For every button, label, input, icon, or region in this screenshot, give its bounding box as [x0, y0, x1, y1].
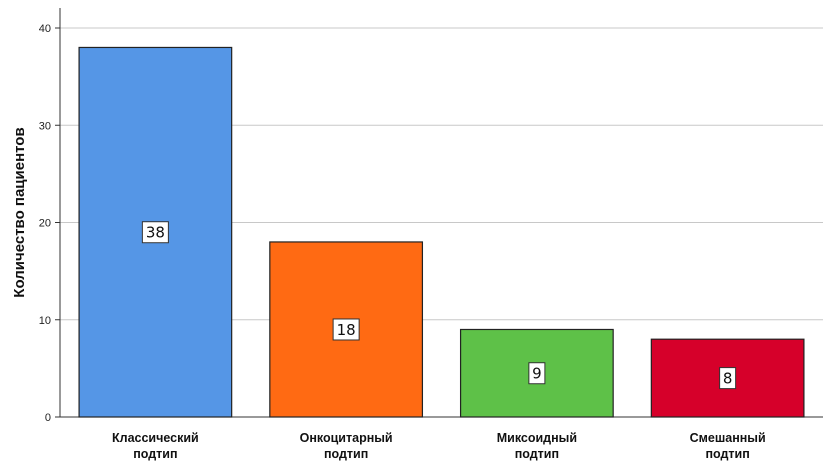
data-label: 38 [146, 224, 165, 242]
x-tick-label: Смешанный [690, 431, 766, 445]
x-tick-label: подтип [515, 447, 559, 461]
data-label: 18 [337, 321, 356, 339]
bars [78, 46, 805, 418]
data-label-box [332, 318, 360, 341]
x-tick-label: подтип [133, 447, 177, 461]
x-tick-label: Миксоидный [497, 431, 577, 445]
y-tick-label: 30 [39, 120, 51, 132]
y-axis-ticks: 0 10 20 30 40 [39, 23, 60, 424]
data-label-box [719, 367, 737, 390]
data-label: 9 [532, 365, 542, 383]
data-label-box [141, 221, 169, 244]
x-axis-ticks: Классический подтип Онкоцитарный подтип Микс… [112, 431, 766, 461]
x-tick-label: подтип [705, 447, 749, 461]
data-label-box [528, 362, 546, 385]
y-tick-label: 0 [45, 412, 51, 424]
y-axis-label: Количество пациентов [11, 127, 28, 297]
x-tick-label: Онкоцитарный [300, 431, 393, 445]
data-labels: 38 18 9 8 [141, 221, 737, 390]
y-tick-label: 40 [39, 23, 51, 35]
y-tick-label: 10 [39, 315, 51, 327]
x-tick-label: подтип [324, 447, 368, 461]
data-label: 8 [723, 370, 733, 388]
x-tick-label: Классический [112, 431, 199, 445]
y-tick-label: 20 [39, 218, 51, 230]
